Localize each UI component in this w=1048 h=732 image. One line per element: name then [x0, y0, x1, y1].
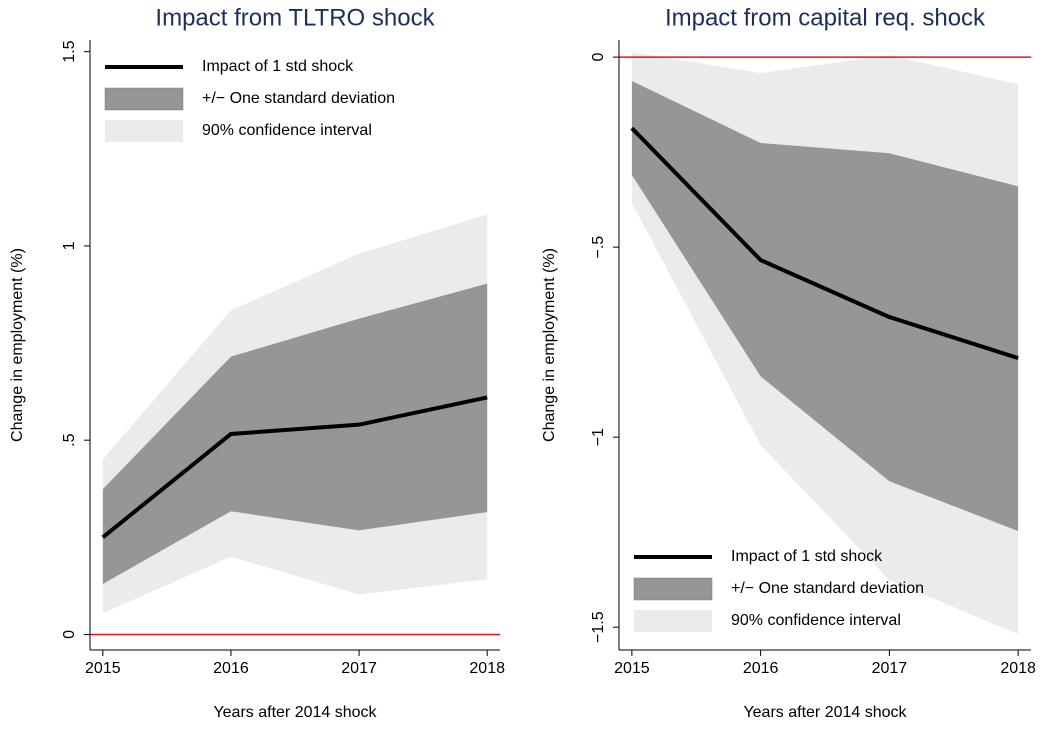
line — [101, 395, 488, 539]
legend-swatch — [105, 120, 183, 142]
chart-title: Impact from capital req. shock — [665, 4, 986, 31]
x-tick-label: 2018 — [469, 660, 505, 677]
y-tick-label: .5 — [61, 433, 78, 446]
x-tick-label: 2015 — [614, 660, 650, 677]
legend-label: Impact of 1 std shock — [202, 58, 354, 75]
y-axis-label: Change in employment (%) — [541, 248, 558, 442]
y-tick-label: 1 — [61, 241, 78, 250]
legend-label: +/− One standard deviation — [202, 90, 395, 107]
y-tick-label: −.5 — [590, 236, 607, 259]
x-tick-label: 2017 — [341, 660, 377, 677]
legend-label: +/− One standard deviation — [731, 580, 924, 597]
x-tick-label: 2015 — [85, 660, 121, 677]
band — [631, 81, 1019, 532]
x-tick-label: 2016 — [213, 660, 249, 677]
legend-label: 90% confidence interval — [731, 612, 901, 629]
legend-label: Impact of 1 std shock — [731, 548, 883, 565]
y-tick-label: 1.5 — [61, 40, 78, 62]
y-axis-label: Change in employment (%) — [9, 248, 26, 442]
x-tick-label: 2018 — [1000, 660, 1036, 677]
x-axis-label: Years after 2014 shock — [213, 704, 377, 721]
y-tick-label: 0 — [590, 53, 607, 62]
x-tick-label: 2016 — [743, 660, 779, 677]
x-axis-label: Years after 2014 shock — [743, 704, 907, 721]
band — [102, 283, 488, 584]
legend-label: 90% confidence interval — [202, 122, 372, 139]
y-tick-label: 0 — [61, 630, 78, 639]
chart-title: Impact from TLTRO shock — [155, 4, 435, 31]
line — [630, 126, 1019, 361]
y-tick-label: −1.5 — [590, 611, 607, 643]
legend-swatch — [104, 87, 184, 111]
x-tick-label: 2017 — [872, 660, 908, 677]
legend-swatch — [634, 610, 712, 632]
legend-swatch — [633, 577, 713, 601]
y-tick-label: −1 — [590, 428, 607, 446]
